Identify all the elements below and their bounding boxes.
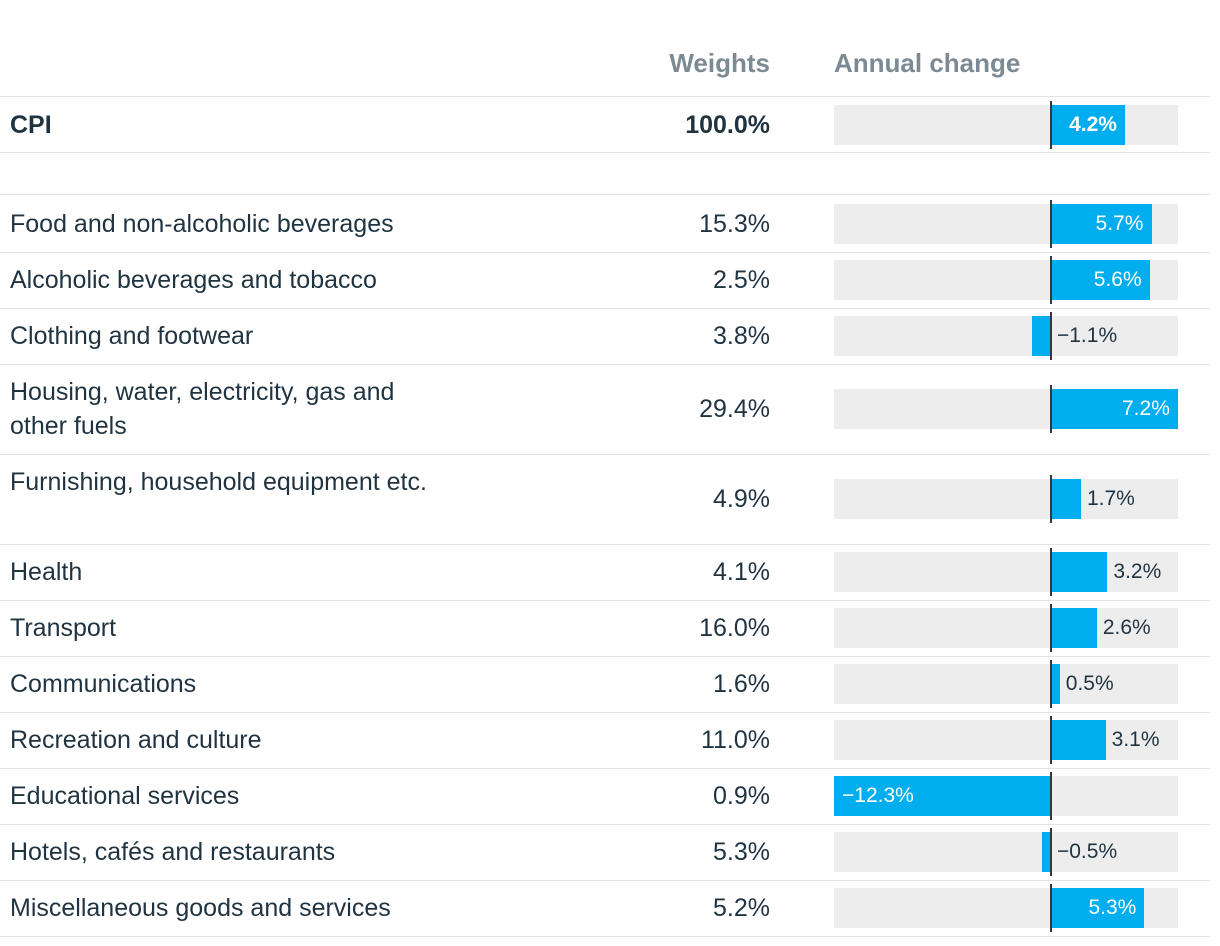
change-bar [834,776,1051,816]
zero-axis-line [1049,660,1052,708]
section-divider [0,194,1210,195]
weight-value: 29.4% [699,395,770,423]
weight-value: 4.9% [713,485,770,513]
category-label: Housing, water, electricity, gas and oth… [10,378,395,440]
bar-track: 5.3% [834,884,1178,932]
zero-axis-line [1049,548,1052,596]
change-bar [1050,260,1150,300]
weight-value: 3.8% [713,322,770,350]
change-bar [1031,316,1051,356]
change-label: −0.5% [1056,840,1118,863]
category-label: Hotels, cafés and restaurants [10,838,336,866]
weight-value: 5.2% [713,894,770,922]
zero-axis-line [1049,385,1052,433]
weight-value: 11.0% [700,726,770,754]
bar-track: −12.3% [834,772,1178,820]
change-bar [1042,832,1051,872]
change-bar [1050,720,1106,760]
bar-track: 5.6% [834,256,1178,304]
change-label: −12.3% [842,784,914,807]
change-label: 5.6% [1093,268,1142,291]
category-label: Transport [10,614,117,642]
change-bar [1050,552,1108,592]
table-header: Weights Annual change [0,40,1210,97]
bar-track: −1.1% [834,312,1178,360]
bar-track: 2.6% [834,604,1178,652]
table-row: Educational services 0.9% −12.3% [0,768,1210,825]
change-bar [1050,479,1081,519]
annual-change-header: Annual change [834,48,1021,78]
table-row: Health 4.1% 3.2% [0,544,1210,601]
bar-track: 5.7% [834,200,1178,248]
table-row: Alcoholic beverages and tobacco 2.5% 5.6% [0,252,1210,309]
change-label: 1.7% [1086,487,1135,510]
bar-track: 0.5% [834,660,1178,708]
bar-track: −0.5% [834,828,1178,876]
zero-axis-line [1049,475,1052,523]
change-label: 0.5% [1065,672,1114,695]
weight-value: 16.0% [699,614,770,642]
zero-axis-line [1049,312,1052,360]
category-label: Miscellaneous goods and services [10,894,391,922]
category-label: Food and non-alcoholic beverages [10,210,394,238]
weights-header: Weights [669,48,770,78]
cpi-change-label: 4.2% [1069,113,1117,136]
change-bar [1050,204,1152,244]
change-bar [1050,888,1145,928]
table-row: Recreation and culture 11.0% 3.1% [0,712,1210,769]
cpi-weight: 100.0% [685,111,770,139]
zero-axis-line [1049,828,1052,876]
table-row: Housing, water, electricity, gas and oth… [0,364,1210,455]
category-label: Educational services [10,782,240,810]
table-row: Transport 16.0% 2.6% [0,600,1210,657]
change-label: 7.2% [1122,397,1170,420]
weight-value: 15.3% [699,210,770,238]
table-row: Communications 1.6% 0.5% [0,656,1210,713]
cpi-label: CPI [10,111,52,139]
table-row: Miscellaneous goods and services 5.2% 5.3% [0,880,1210,937]
zero-axis-line [1049,716,1052,764]
table-row: Food and non-alcoholic beverages 15.3% 5.7… [0,196,1210,253]
zero-axis-line [1049,200,1052,248]
bar-track: 4.2% [834,101,1178,149]
category-label: Communications [10,670,197,698]
change-label: 3.1% [1111,728,1160,751]
change-bar [1050,664,1060,704]
weight-value: 0.9% [713,782,770,810]
change-label: −1.1% [1056,324,1118,347]
cpi-bar [1050,105,1126,145]
change-bar [1050,608,1097,648]
weight-value: 4.1% [713,558,770,586]
category-label: Furnishing, household equipment etc. [10,468,427,496]
table-row: Furnishing, household equipment etc. 4.9%… [0,454,1210,545]
table-row: Hotels, cafés and restaurants 5.3% −0.5% [0,824,1210,881]
weight-value: 2.5% [713,266,770,294]
zero-axis-line [1049,604,1052,652]
bar-track: 3.2% [834,548,1178,596]
category-label: Clothing and footwear [10,322,254,350]
category-label: Health [10,558,83,586]
change-label: 5.7% [1095,212,1144,235]
change-label: 2.6% [1102,616,1151,639]
bar-track: 7.2% [834,385,1178,433]
bar-track: 1.7% [834,475,1178,523]
category-label: Recreation and culture [10,726,262,754]
weight-value: 1.6% [713,670,770,698]
weight-value: 5.3% [713,838,770,866]
zero-axis-line [1049,101,1052,149]
zero-axis-line [1049,772,1052,820]
change-bar [1050,389,1178,429]
change-label: 3.2% [1113,560,1162,583]
zero-axis-line [1049,884,1052,932]
change-label: 5.3% [1088,896,1137,919]
category-label: Alcoholic beverages and tobacco [10,266,377,294]
cpi-total-row: CPI 100.0% 4.2% [0,98,1210,153]
bar-track: 3.1% [834,716,1178,764]
zero-axis-line [1049,256,1052,304]
table-row: Clothing and footwear 3.8% −1.1% [0,308,1210,365]
